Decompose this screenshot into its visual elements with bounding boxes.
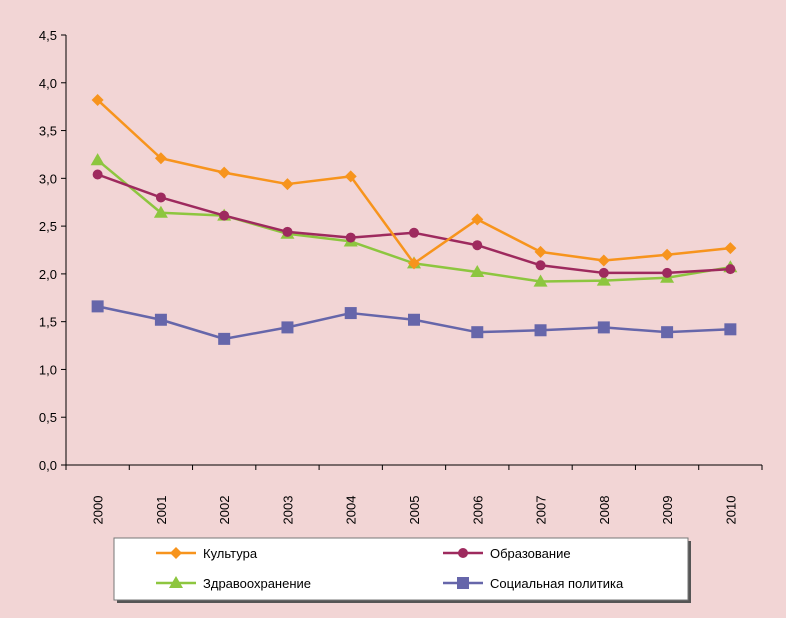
y-tick-label: 1,0 — [39, 362, 57, 377]
data-point — [661, 326, 674, 339]
legend-marker — [169, 576, 183, 589]
y-tick-label: 4,0 — [39, 76, 57, 91]
data-point — [408, 257, 420, 270]
data-point — [218, 332, 231, 345]
data-point — [724, 323, 737, 336]
data-point — [155, 192, 166, 203]
data-point — [281, 321, 294, 334]
legend-item: Социальная политика — [443, 576, 624, 591]
x-tick-label: 2008 — [597, 496, 612, 525]
legend-label: Образование — [490, 546, 571, 561]
legend-marker — [458, 548, 468, 558]
x-tick-label: 2002 — [217, 496, 232, 525]
data-point — [471, 326, 484, 339]
y-tick-label: 2,5 — [39, 219, 57, 234]
series-layer — [90, 93, 738, 345]
data-point — [472, 240, 483, 251]
data-point — [345, 232, 356, 243]
y-tick-label: 0,0 — [39, 458, 57, 473]
data-point — [724, 242, 737, 255]
y-tick-label: 3,5 — [39, 124, 57, 139]
data-point — [725, 264, 736, 275]
data-point — [90, 153, 105, 166]
legend-label: Культура — [203, 546, 258, 561]
data-point — [409, 227, 419, 238]
data-point — [91, 300, 104, 313]
data-point — [154, 313, 167, 326]
data-point — [598, 267, 609, 278]
data-point — [154, 152, 167, 165]
data-point — [596, 273, 611, 286]
legend-marker — [457, 577, 469, 589]
legend-label: Социальная политика — [490, 576, 624, 591]
y-tick-label: 1,5 — [39, 315, 57, 330]
legend-item: Культура — [156, 546, 258, 561]
data-point — [281, 178, 294, 191]
data-point — [597, 254, 610, 267]
legend-label: Здравоохранение — [203, 576, 311, 591]
x-tick-label: 2000 — [91, 496, 106, 525]
x-tick-label: 2005 — [407, 496, 422, 525]
data-point — [344, 170, 357, 183]
legend-item: Здравоохранение — [156, 576, 311, 591]
y-tick-label: 2,0 — [39, 267, 57, 282]
data-point — [471, 213, 484, 226]
legend: Культура Образование Здравоохранение Социал… — [113, 537, 691, 603]
data-point — [661, 248, 674, 261]
data-point — [92, 169, 103, 180]
series-line — [96, 99, 731, 265]
legend-item: Образование — [443, 546, 571, 561]
y-tick-label: 3,0 — [39, 171, 57, 186]
data-point — [597, 321, 610, 334]
data-point — [534, 245, 547, 258]
legend-box — [113, 537, 689, 601]
data-point — [533, 274, 548, 287]
data-point — [91, 93, 104, 106]
series-1 — [91, 93, 737, 270]
x-tick-label: 2003 — [280, 496, 295, 525]
series-4 — [91, 300, 737, 345]
data-point — [470, 264, 485, 278]
data-point — [662, 267, 673, 278]
x-tick-label: 2001 — [154, 496, 169, 525]
y-tick-label: 4,5 — [39, 28, 57, 43]
x-tick-label: 2010 — [723, 496, 738, 525]
x-tick-label: 2004 — [344, 496, 359, 525]
data-point — [408, 313, 420, 326]
data-point — [282, 226, 293, 237]
x-tick-label: 2006 — [470, 496, 485, 525]
data-point — [344, 307, 357, 320]
data-point — [535, 260, 546, 271]
y-tick-label: 0,5 — [39, 410, 57, 425]
series-2 — [92, 169, 736, 278]
data-point — [534, 324, 547, 337]
x-tick-label: 2007 — [534, 496, 549, 525]
x-tick-label: 2009 — [660, 496, 675, 525]
legend-marker — [170, 547, 182, 559]
data-point — [153, 205, 168, 218]
data-point — [219, 210, 230, 221]
axes: 0,0 0,5 1,0 1,5 2,0 2,5 3,0 3,5 4,0 4,5 2000 2001 20… — [39, 28, 763, 525]
data-point — [218, 166, 231, 179]
